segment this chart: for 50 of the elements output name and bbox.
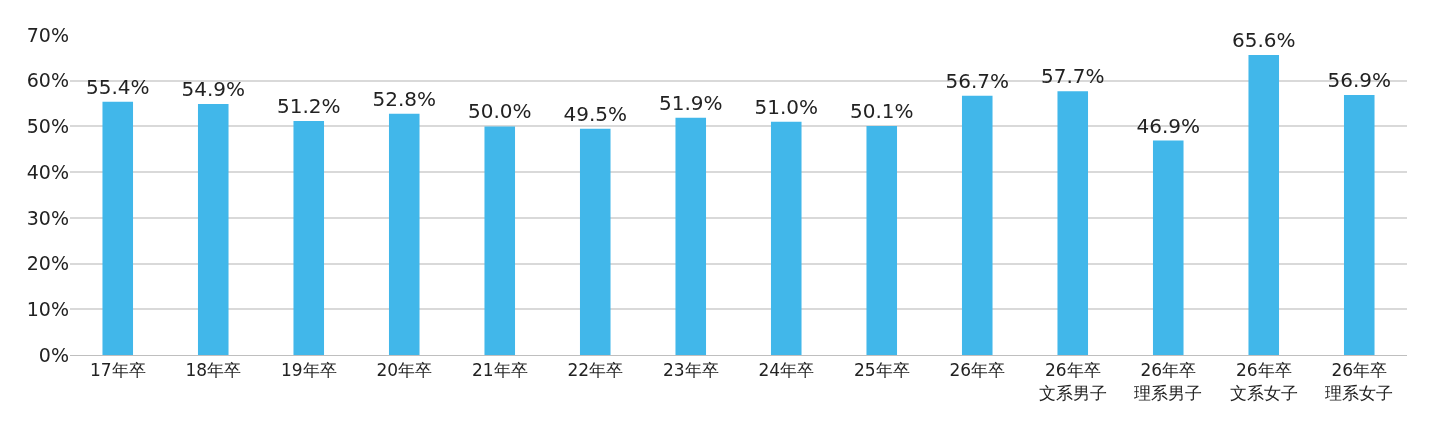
x-tick-label: 23年卒 (662, 360, 719, 381)
bar (293, 120, 325, 355)
data-label: 56.7% (945, 68, 1010, 93)
y-tick-label: 70% (26, 23, 69, 46)
y-tick-label: 30% (26, 206, 69, 229)
x-tick-label: 26年卒文系男子 (1038, 360, 1107, 403)
bar (675, 117, 707, 355)
bar (866, 125, 898, 355)
data-label: 65.6% (1231, 28, 1296, 53)
x-tick-label: 20年卒 (376, 360, 433, 381)
y-tick-label: 0% (38, 343, 69, 366)
y-tick-label: 10% (26, 297, 69, 320)
x-tick-label: 19年卒 (280, 360, 337, 381)
bar (102, 101, 134, 355)
x-tick-label: 21年卒 (471, 360, 528, 381)
data-label: 51.0% (754, 94, 819, 119)
bar (1152, 140, 1184, 355)
bar (1057, 91, 1089, 355)
data-label: 55.4% (85, 74, 150, 99)
y-tick-label: 50% (26, 115, 69, 138)
bar (197, 104, 229, 355)
data-label: 46.9% (1136, 113, 1201, 138)
bar (388, 113, 420, 355)
data-label: 54.9% (181, 77, 246, 102)
data-label: 51.2% (276, 93, 341, 118)
x-tick-label: 18年卒 (185, 360, 242, 381)
y-tick-label: 60% (26, 69, 69, 92)
data-label: 51.9% (658, 90, 723, 115)
y-tick-label: 40% (26, 160, 69, 183)
bar (1248, 55, 1280, 355)
x-tick-label: 26年卒文系女子 (1229, 360, 1298, 403)
data-label: 49.5% (563, 101, 628, 126)
x-tick-label: 17年卒 (89, 360, 146, 381)
x-tick-label: 25年卒 (853, 360, 910, 381)
y-tick-label: 20% (26, 252, 69, 275)
x-tick-label: 24年卒 (758, 360, 815, 381)
x-tick-label: 26年卒 (949, 360, 1006, 381)
bar (579, 128, 611, 355)
bar (484, 126, 516, 355)
data-label: 50.0% (467, 99, 532, 124)
data-label: 50.1% (849, 98, 914, 123)
x-tick-label: 22年卒 (567, 360, 624, 381)
x-tick-label: 26年卒理系男子 (1134, 360, 1203, 403)
data-label: 57.7% (1040, 64, 1105, 89)
bar (770, 121, 802, 355)
data-label: 52.8% (372, 86, 437, 111)
x-tick-label: 26年卒理系女子 (1325, 360, 1394, 403)
bar (961, 95, 993, 355)
bar (1343, 94, 1375, 355)
data-label: 56.9% (1327, 67, 1392, 92)
